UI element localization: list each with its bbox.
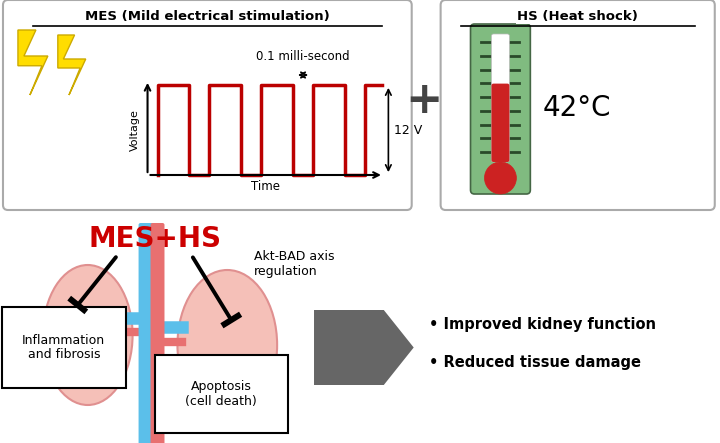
Text: Apoptosis
(cell death): Apoptosis (cell death)	[186, 380, 257, 408]
Text: 12 V: 12 V	[395, 124, 423, 136]
Text: +: +	[405, 78, 442, 121]
FancyBboxPatch shape	[155, 355, 288, 433]
Text: Time: Time	[251, 180, 280, 193]
Polygon shape	[58, 35, 86, 95]
Text: 42°C: 42°C	[542, 94, 611, 122]
FancyBboxPatch shape	[138, 223, 155, 443]
FancyBboxPatch shape	[441, 0, 715, 210]
Text: Inflammation
and fibrosis: Inflammation and fibrosis	[22, 334, 105, 361]
FancyBboxPatch shape	[492, 34, 510, 162]
Text: Voltage: Voltage	[130, 109, 140, 151]
Ellipse shape	[43, 265, 132, 405]
Circle shape	[485, 162, 516, 194]
Text: MES+HS: MES+HS	[88, 225, 221, 253]
Polygon shape	[18, 30, 48, 95]
Text: 0.1 milli-second: 0.1 milli-second	[256, 50, 350, 63]
Text: Akt-BAD axis
regulation: Akt-BAD axis regulation	[254, 250, 335, 278]
Text: • Improved kidney function: • Improved kidney function	[428, 317, 656, 332]
Text: MES (Mild electrical stimulation): MES (Mild electrical stimulation)	[85, 10, 330, 23]
FancyBboxPatch shape	[492, 84, 510, 162]
Ellipse shape	[177, 270, 277, 420]
Text: • Reduced tissue damage: • Reduced tissue damage	[428, 355, 641, 370]
FancyBboxPatch shape	[2, 307, 125, 388]
FancyBboxPatch shape	[471, 24, 531, 194]
FancyBboxPatch shape	[3, 0, 412, 210]
FancyBboxPatch shape	[150, 223, 164, 443]
Text: HS (Heat shock): HS (Heat shock)	[517, 10, 638, 23]
Polygon shape	[314, 310, 414, 385]
